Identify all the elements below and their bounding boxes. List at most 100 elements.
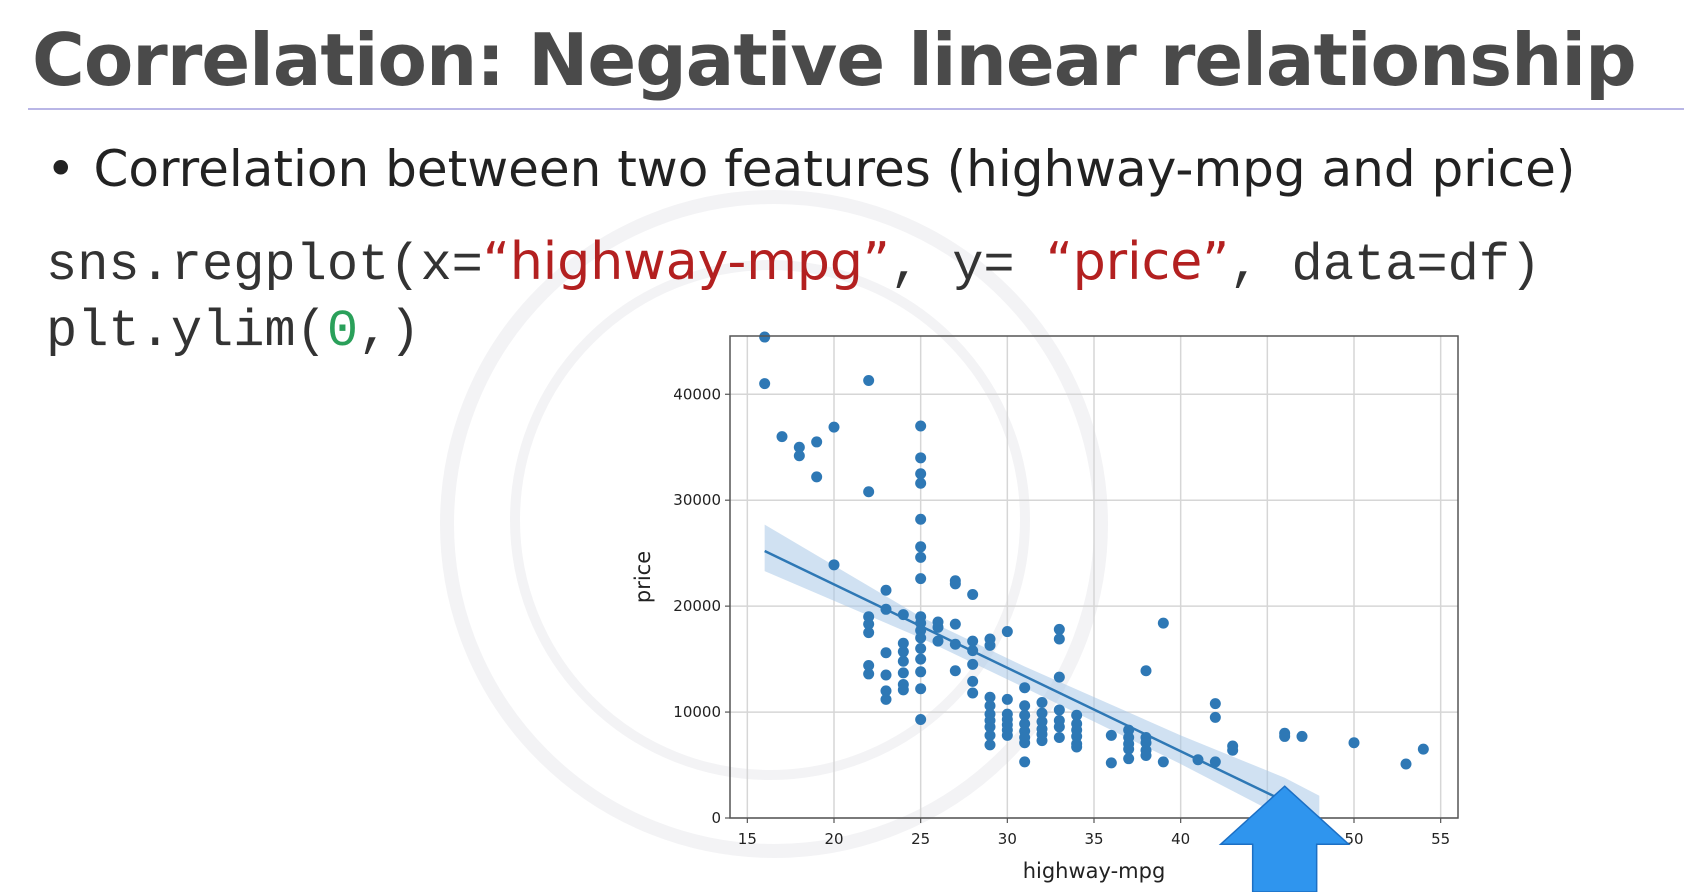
x-tick-label: 55	[1431, 830, 1450, 848]
data-point	[897, 646, 909, 658]
x-tick-label: 40	[1171, 830, 1190, 848]
code-mid: , y=	[889, 236, 1046, 295]
data-point	[1071, 709, 1083, 721]
data-point	[863, 374, 875, 386]
data-point	[811, 436, 823, 448]
data-point	[915, 468, 927, 480]
data-point	[967, 588, 979, 600]
data-point	[1036, 707, 1048, 719]
y-tick-label: 40000	[673, 385, 721, 403]
data-point	[863, 668, 875, 680]
data-point	[1209, 711, 1221, 723]
x-tick-label: 15	[738, 830, 757, 848]
x-tick-label: 50	[1344, 830, 1363, 848]
data-point	[949, 618, 961, 630]
data-point	[915, 551, 927, 563]
data-point	[880, 685, 892, 697]
data-point	[880, 693, 892, 705]
data-point	[967, 658, 979, 670]
data-point	[984, 691, 996, 703]
y-axis-label: price	[631, 551, 655, 603]
data-point	[915, 513, 927, 525]
bullet-point: • Correlation between two features (highw…	[46, 140, 1575, 198]
data-point	[915, 653, 927, 665]
data-point	[897, 655, 909, 667]
data-point	[1123, 753, 1135, 765]
data-point	[915, 541, 927, 553]
data-point	[1140, 749, 1152, 761]
data-point	[1157, 756, 1169, 768]
x-axis-label: highway-mpg	[1023, 859, 1166, 883]
data-point	[1105, 729, 1117, 741]
data-point	[915, 452, 927, 464]
data-point	[1053, 731, 1065, 743]
x-tick-label: 25	[911, 830, 930, 848]
code-x-arg: “highway-mpg”	[482, 232, 890, 292]
data-point	[967, 635, 979, 647]
data-point	[915, 666, 927, 678]
y-tick-label: 10000	[673, 703, 721, 721]
data-point	[1036, 697, 1048, 709]
bullet-text: Correlation between two features (highwa…	[93, 140, 1576, 198]
code-prefix: sns.regplot(x=	[46, 236, 483, 295]
data-point	[932, 621, 944, 633]
y-tick-label: 30000	[673, 491, 721, 509]
y-tick-label: 0	[711, 809, 721, 827]
data-point	[1400, 758, 1412, 770]
data-point	[1123, 743, 1135, 755]
data-point	[897, 684, 909, 696]
data-point	[1140, 665, 1152, 677]
up-arrow-icon	[1218, 785, 1351, 892]
data-point	[1019, 682, 1031, 694]
scatter-points	[759, 331, 1429, 770]
data-point	[1019, 700, 1031, 712]
data-point	[932, 635, 944, 647]
data-point	[984, 700, 996, 712]
data-point	[793, 450, 805, 462]
code-line-ylim: plt.ylim(0,)	[46, 302, 421, 361]
code-prefix: plt.ylim(	[46, 302, 327, 361]
data-point	[863, 659, 875, 671]
data-point	[915, 573, 927, 585]
data-point	[863, 618, 875, 630]
data-point	[863, 627, 875, 639]
data-point	[1019, 709, 1031, 721]
data-point	[880, 669, 892, 681]
title-divider	[28, 108, 1684, 110]
data-point	[1348, 737, 1360, 749]
data-point	[776, 431, 788, 443]
data-point	[967, 675, 979, 687]
data-point	[1209, 756, 1221, 768]
data-point	[811, 471, 823, 483]
data-point	[1227, 744, 1239, 756]
code-line-regplot: sns.regplot(x=“highway-mpg”, y= “price”,…	[46, 232, 1541, 295]
data-point	[1105, 757, 1117, 769]
data-point	[1001, 729, 1013, 741]
code-y-arg: “price”	[1045, 232, 1230, 292]
confidence-band	[764, 524, 1320, 818]
x-tick-label: 35	[1084, 830, 1103, 848]
x-tick-label: 30	[998, 830, 1017, 848]
data-point	[1001, 626, 1013, 638]
data-point	[949, 665, 961, 677]
data-point	[1036, 735, 1048, 747]
data-point	[897, 637, 909, 649]
data-point	[967, 687, 979, 699]
code-suffix: ,)	[358, 302, 421, 361]
data-point	[1157, 617, 1169, 629]
data-point	[984, 729, 996, 741]
data-point	[984, 721, 996, 733]
data-point	[1279, 730, 1291, 742]
code-ylim-arg: 0	[326, 302, 359, 361]
regression-line	[764, 549, 1320, 820]
data-point	[915, 713, 927, 725]
data-point	[1001, 693, 1013, 705]
data-point	[1296, 730, 1308, 742]
data-point	[915, 683, 927, 695]
slide-title: Correlation: Negative linear relationshi…	[32, 18, 1637, 102]
data-point	[880, 647, 892, 659]
data-point	[1053, 633, 1065, 645]
data-point	[1417, 743, 1429, 755]
data-point	[915, 632, 927, 644]
